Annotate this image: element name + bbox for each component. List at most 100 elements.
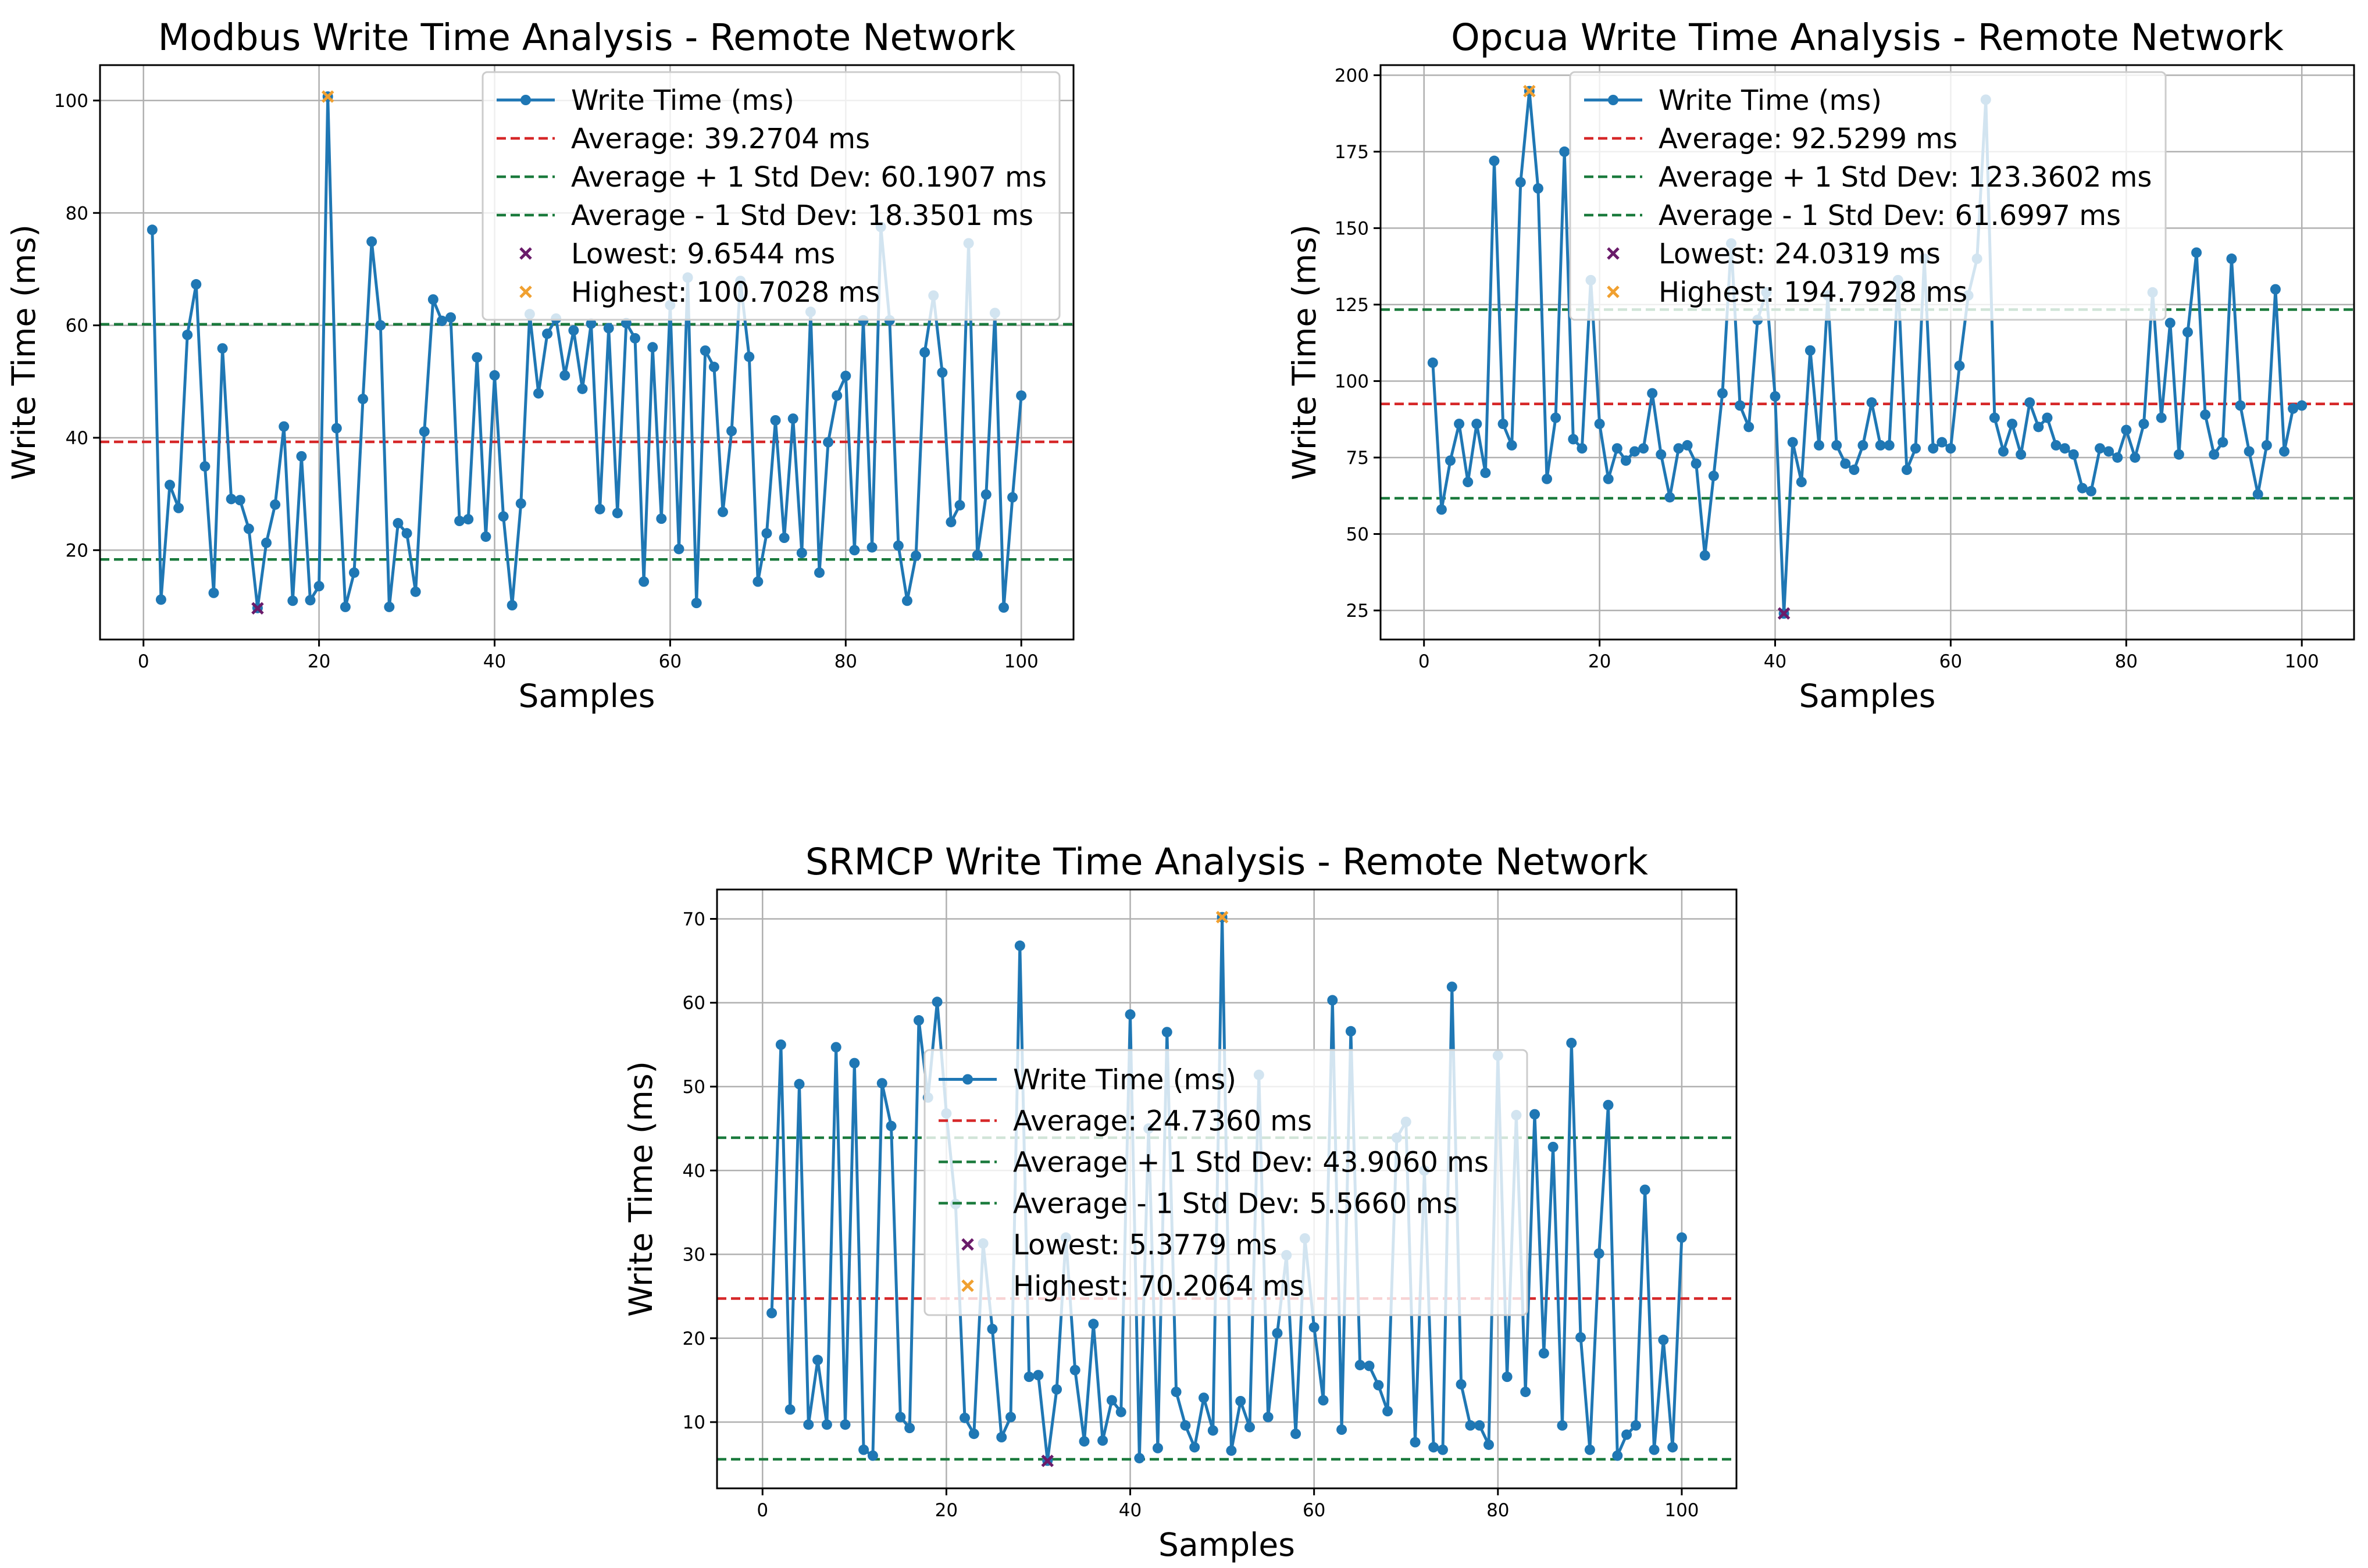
data-point [1937,437,1948,448]
data-point [2103,446,2114,457]
data-point [2068,449,2079,460]
data-point [217,343,228,354]
data-point [603,323,614,334]
data-point [358,394,369,405]
highest-marker [321,90,334,103]
legend-label-average: Average: 24.7360 ms [1013,1105,1312,1138]
plot-frame [1379,64,2355,641]
data-point [832,390,843,401]
lowest-marker [1777,607,1791,620]
x-tick-label: 60 [659,651,682,672]
data-point [2252,489,2263,500]
data-point [445,312,457,323]
data-point [1364,1360,1375,1371]
data-point [1308,1322,1319,1333]
data-point [2288,403,2299,414]
data-point [1180,1420,1191,1431]
data-point [830,1042,841,1053]
data-point [700,345,711,356]
x-tick-label: 40 [1764,651,1786,672]
data-point [1708,470,1719,481]
data-point [2112,452,2123,463]
data-point [1770,391,1781,402]
data-point [533,388,544,399]
y-tick-label: 150 [1335,218,1369,239]
data-point [1007,492,1018,503]
data-point [812,1355,823,1366]
x-tick-label: 20 [1588,651,1611,672]
data-point [1603,1099,1614,1110]
data-point [2077,483,2088,494]
data-point [331,423,342,434]
data-point [708,362,719,373]
data-point [744,351,755,362]
data-point [761,528,772,539]
data-point [1106,1395,1117,1406]
data-point [968,1428,979,1440]
y-tick-label: 60 [683,993,705,1014]
data-point [794,1078,805,1090]
data-point [1612,1450,1623,1461]
data-point [1638,443,1649,454]
data-point [1189,1442,1200,1453]
data-point [858,1444,869,1455]
x-axis-label: Samples [1799,677,1936,715]
data-point [287,595,298,606]
x-axis-label: Samples [519,677,655,715]
data-point [1244,1421,1256,1433]
data-point [1327,995,1338,1006]
data-point [559,370,570,381]
data-point [1649,1444,1660,1455]
data-point [1226,1445,1237,1456]
data-point [1427,357,1438,368]
data-point [2278,446,2289,457]
legend-label-plus-std: Average + 1 Std Dev: 123.3602 ms [1659,161,2152,194]
legend-label-plus-std: Average + 1 Std Dev: 43.9060 ms [1013,1146,1489,1179]
data-point [1373,1380,1384,1391]
data-point [1831,440,1842,451]
data-point [1989,412,2000,423]
data-point [1787,437,1798,448]
data-point [480,531,491,542]
data-point [270,499,281,510]
series-line [1431,90,2303,615]
data-point [904,1423,915,1434]
legend-handle-marker [519,285,532,298]
highest-marker [1215,910,1229,924]
data-point [673,544,684,555]
legend-label-average: Average: 39.2704 ms [571,123,870,155]
data-point [2033,422,2044,433]
data-point [1410,1437,1421,1448]
data-point [1884,440,1895,451]
data-point [1016,390,1027,401]
legend-label-series: Write Time (ms) [1659,84,1882,117]
data-point [2016,449,2027,460]
data-point [436,315,447,326]
x-tick-label: 40 [483,651,506,672]
data-point [814,567,825,578]
x-tick-label: 100 [1664,1500,1699,1521]
data-point [1502,1371,1513,1383]
data-point [901,595,912,606]
data-point [775,1039,786,1050]
legend-handle-marker [961,1279,974,1292]
data-point [155,594,166,605]
data-point [1115,1406,1126,1417]
data-point [1840,458,1851,469]
data-point [199,461,211,472]
data-point [208,587,219,598]
y-tick-label: 20 [66,540,88,561]
data-point [1465,1420,1476,1431]
y-tick-label: 30 [683,1245,705,1266]
data-point [1235,1395,1246,1406]
data-point [1866,397,1877,408]
data-point [1547,1141,1559,1152]
data-point [726,426,737,437]
data-point [2182,327,2193,338]
y-tick-label: 40 [66,428,88,449]
data-point [647,342,658,353]
data-point [2130,452,2141,463]
y-tick-label: 20 [683,1328,705,1349]
data-point [779,533,790,544]
data-point [2059,443,2070,454]
